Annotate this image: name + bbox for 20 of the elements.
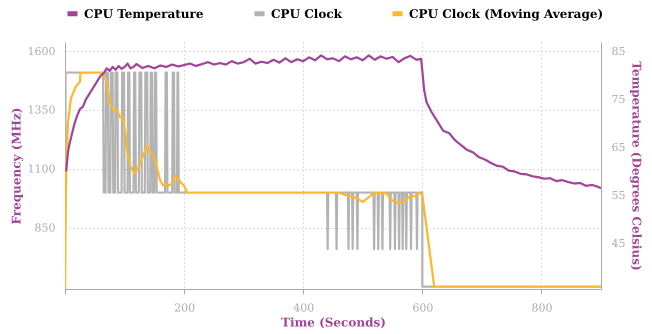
legend-label: CPU Clock xyxy=(271,6,343,21)
y2-tick-label: 75 xyxy=(612,93,626,106)
y2-tick-label: 65 xyxy=(612,141,626,154)
line-series xyxy=(65,54,601,190)
y2-axis-title: Temperature (Degrees Celsius) xyxy=(629,61,644,271)
legend-label: CPU Temperature xyxy=(84,6,204,21)
y-tick-label: 1100 xyxy=(28,162,56,176)
x-tick-label: 400 xyxy=(293,302,314,314)
y-tick-label: 1600 xyxy=(28,44,56,58)
y-axis-title: Frequency (MHz) xyxy=(10,108,24,224)
x-tick-label: 200 xyxy=(174,302,196,314)
x-tick-label: 600 xyxy=(412,302,434,314)
x-axis-title: Time (Seconds) xyxy=(281,316,386,330)
y2-tick-label: 85 xyxy=(612,45,626,58)
legend-label: CPU Clock (Moving Average) xyxy=(409,6,604,21)
y2-tick-label: 55 xyxy=(612,188,626,202)
x-tick-label: 800 xyxy=(531,302,552,314)
y-tick-label: 1350 xyxy=(28,104,56,117)
y2-tick-label: 45 xyxy=(612,236,626,250)
y-tick-label: 850 xyxy=(34,221,56,234)
